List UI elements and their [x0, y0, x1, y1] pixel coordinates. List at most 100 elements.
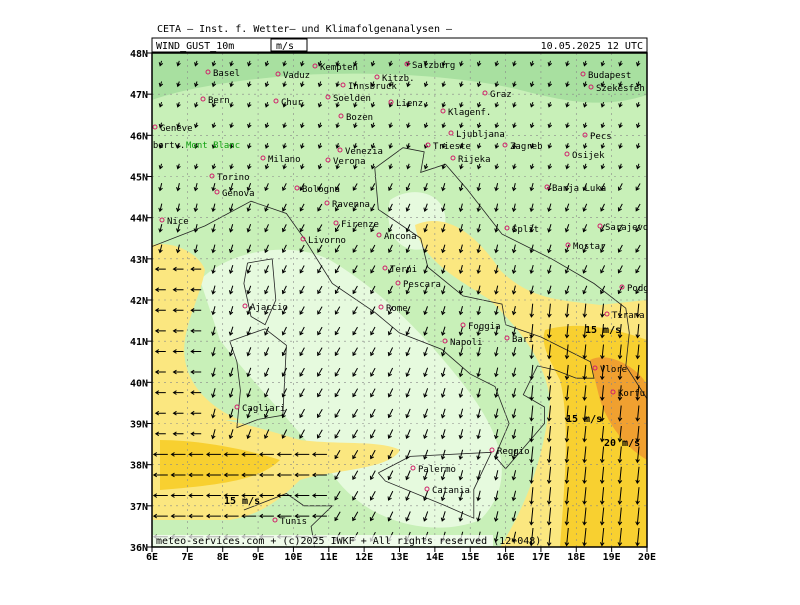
- wind-arrow: [600, 101, 606, 108]
- wind-arrow: [529, 466, 534, 485]
- city-label: Albertv.: [142, 141, 185, 151]
- wind-arrow: [564, 244, 570, 254]
- wind-arrow: [370, 163, 376, 170]
- city-label: Basel: [213, 69, 240, 79]
- city-label: Firenze: [341, 220, 379, 230]
- wind-arrow: [565, 81, 570, 88]
- wind-arrow: [335, 101, 340, 108]
- wind-arrow: [547, 224, 552, 233]
- wind-arrow: [193, 223, 199, 233]
- wind-arrow: [405, 367, 411, 378]
- wind-arrow: [440, 367, 446, 378]
- city-dot: [592, 365, 598, 371]
- wind-arrow: [600, 303, 605, 318]
- lon-tick-label: 14E: [426, 552, 444, 563]
- wind-arrow: [264, 367, 270, 378]
- wind-arrow: [511, 408, 517, 419]
- wind-arrow: [154, 410, 166, 416]
- city-label: Zagreb: [510, 142, 543, 152]
- city-label: Sarajevo: [605, 223, 648, 233]
- field-gust-25: [590, 357, 647, 460]
- city-dot: [159, 217, 165, 223]
- wind-arrow: [582, 224, 588, 233]
- wind-arrow: [369, 511, 376, 522]
- wind-arrow: [617, 446, 623, 464]
- city-label: Budapest: [588, 71, 631, 81]
- lon-tick-label: 16E: [497, 552, 515, 563]
- wind-arrow: [564, 385, 570, 401]
- wind-arrow: [370, 183, 376, 192]
- wind-arrow: [476, 429, 481, 440]
- wind-arrow: [565, 60, 570, 67]
- wind-arrow: [617, 364, 623, 381]
- wind-arrow: [458, 511, 464, 522]
- city-dot: [410, 465, 416, 471]
- wind-arrow: [282, 122, 287, 129]
- wind-arrow: [617, 224, 623, 233]
- city-label: Bern: [208, 96, 230, 106]
- wind-arrow: [564, 224, 570, 233]
- city-dot: [294, 185, 300, 191]
- city-dot: [376, 232, 382, 238]
- wind-arrow: [352, 388, 359, 398]
- field-gust-15: [152, 414, 400, 520]
- city-label: Catania: [432, 486, 470, 496]
- wind-arrow: [205, 452, 221, 457]
- wind-arrow: [600, 364, 605, 381]
- wind-arrow: [370, 347, 376, 357]
- wind-arrow: [352, 367, 358, 377]
- wind-arrow: [582, 405, 587, 422]
- wind-arrow: [547, 344, 552, 360]
- wind-arrow: [511, 388, 517, 399]
- wind-arrow: [352, 470, 359, 480]
- wind-arrow: [476, 81, 482, 88]
- wind-arrow: [529, 285, 534, 295]
- wind-arrow: [172, 390, 184, 395]
- wind-arrow: [335, 203, 341, 212]
- wind-arrow: [459, 101, 464, 108]
- wind-arrow: [458, 470, 464, 481]
- field-gust-20: [160, 440, 280, 490]
- wind-arrow: [582, 244, 588, 254]
- wind-arrow: [311, 513, 327, 519]
- city-label: Tunis: [280, 517, 307, 527]
- graticule: [152, 53, 647, 547]
- wind-arrow: [635, 487, 640, 505]
- wind-arrow: [211, 163, 217, 170]
- isotach-label: 15 m/s: [585, 325, 621, 336]
- lon-tick-label: 19E: [603, 552, 621, 563]
- wind-arrow: [370, 81, 376, 88]
- wind-arrow: [334, 388, 341, 398]
- wind-arrow: [529, 324, 534, 339]
- wind-arrow: [476, 285, 481, 295]
- city-label: Torino: [217, 173, 250, 183]
- wind-arrow: [617, 285, 623, 295]
- wind-arrow: [406, 101, 411, 108]
- wind-arrow: [405, 244, 411, 254]
- wind-arrow: [387, 285, 393, 295]
- wind-arrow: [441, 122, 446, 129]
- wind-arrow: [194, 81, 199, 88]
- wind-arrow: [387, 388, 394, 398]
- wind-arrow: [282, 183, 287, 192]
- wind-arrow: [582, 203, 588, 212]
- wind-arrow: [370, 285, 376, 295]
- wind-arrow: [352, 490, 359, 501]
- city-dot: [504, 335, 510, 341]
- wind-arrow: [229, 203, 234, 212]
- lon-tick-label: 9E: [252, 552, 264, 563]
- wind-arrow: [441, 182, 446, 192]
- wind-arrow: [458, 367, 464, 378]
- wind-arrow: [264, 143, 270, 149]
- city-label: Innsbruck: [348, 82, 397, 92]
- wind-arrow: [458, 244, 464, 254]
- wind-arrow: [636, 122, 641, 129]
- wind-arrow: [246, 388, 252, 398]
- wind-arrow: [458, 347, 464, 357]
- wind-arrow: [299, 429, 305, 439]
- wind-arrow: [205, 513, 221, 519]
- wind-arrow: [211, 408, 216, 419]
- wind-arrow: [564, 466, 570, 485]
- wind-arrow: [193, 203, 199, 213]
- wind-arrow: [494, 408, 499, 419]
